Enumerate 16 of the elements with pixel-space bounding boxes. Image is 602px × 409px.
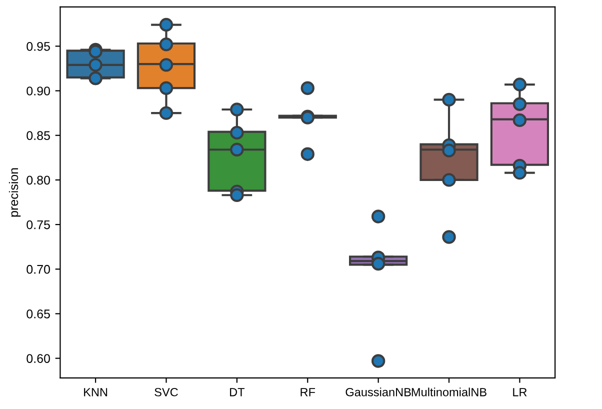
y-tick-label: 0.80: [26, 176, 50, 185]
y-tick-label: 0.70: [26, 264, 50, 274]
y-tick-label: 0.60: [26, 354, 50, 363]
y-axis-title: precision: [8, 168, 21, 217]
x-tick-label: DT: [230, 388, 245, 396]
y-tick-label: 0.65: [26, 310, 50, 318]
x-tick-label: KNN: [84, 388, 108, 396]
x-tick-label: SVC: [154, 388, 178, 396]
x-tick-label: RF: [300, 388, 316, 396]
x-tick-label: LR: [513, 388, 527, 396]
y-tick-label: 0.75: [26, 220, 50, 230]
x-tick-label: MultinomialNB: [412, 388, 486, 396]
y-tick-label: 0.95: [26, 42, 50, 51]
x-tick-label: GaussianNB: [346, 388, 411, 396]
y-tick-label: 0.85: [26, 131, 50, 140]
y-tick-label: 0.90: [26, 86, 50, 96]
